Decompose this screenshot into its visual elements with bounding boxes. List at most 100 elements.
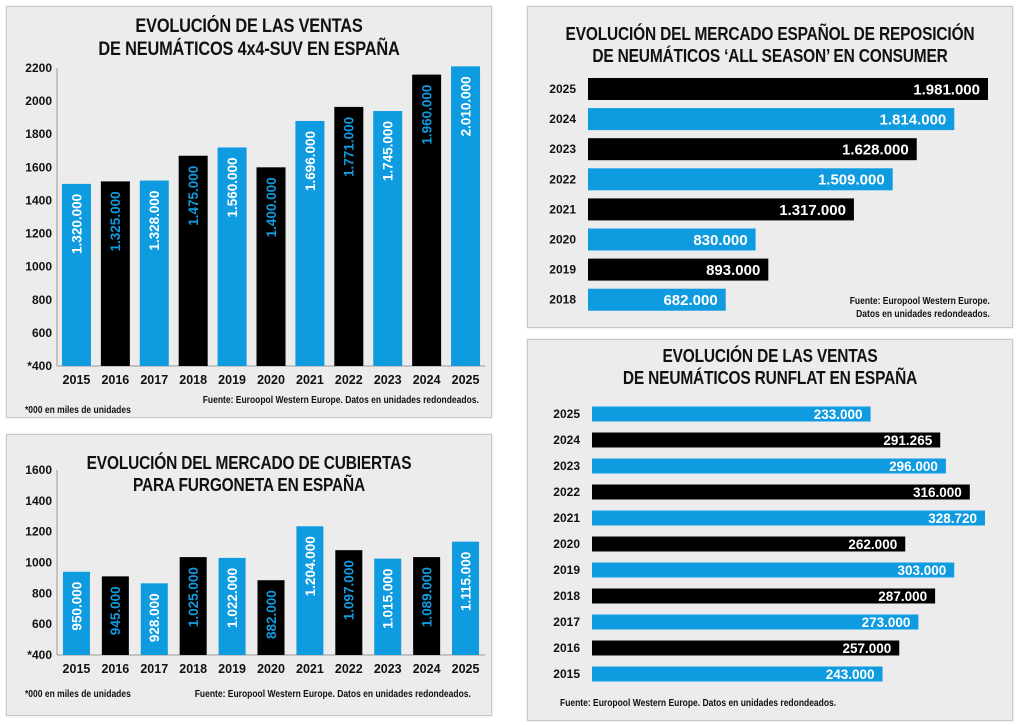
x-tick-label: 2024 (413, 662, 441, 676)
category-label: 2025 (549, 82, 576, 96)
bar (588, 138, 917, 161)
bar (588, 258, 769, 281)
x-tick-label: 2023 (374, 662, 402, 676)
bar-value-label: 950.000 (69, 582, 84, 631)
panel-runflat: EVOLUCIÓN DE LAS VENTAS DE NEUMÁTICOS RU… (527, 339, 1013, 721)
x-tick-label: 2016 (101, 373, 129, 387)
x-tick-label: 2021 (296, 373, 324, 387)
bar (218, 557, 246, 655)
category-label: 2018 (553, 589, 580, 603)
category-label: 2024 (549, 112, 576, 126)
y-tick-label: *400 (27, 648, 52, 662)
chart-all-season: 1.981.000 2025 1.814.000 2024 1.628.000 2023 1… (549, 78, 988, 311)
bar-value-label: 328.720 (928, 511, 977, 526)
title-line: EVOLUCIÓN DEL MERCADO DE CUBIERTAS (86, 453, 412, 473)
bar-value-label: 303.000 (897, 563, 946, 578)
bar-value-label: 1.745.000 (381, 121, 396, 181)
title-line: EVOLUCIÓN DE LAS VENTAS (135, 16, 363, 37)
bar (412, 74, 442, 366)
footnote: *000 en miles de unidades (25, 689, 131, 700)
chart-title-runflat: EVOLUCIÓN DE LAS VENTAS DE NEUMÁTICOS RU… (562, 346, 978, 389)
title-line: DE NEUMÁTICOS RUNFLAT EN ESPAÑA (622, 367, 918, 388)
bar (592, 432, 941, 448)
bar-value-label: 1.560.000 (225, 157, 240, 217)
category-label: 2016 (553, 641, 580, 655)
bar (592, 510, 985, 526)
bar (588, 198, 854, 221)
bar (592, 406, 871, 422)
bar-value-label: 1.317.000 (779, 202, 846, 219)
bar (178, 155, 208, 366)
bar-value-label: 1.089.000 (419, 567, 434, 627)
category-label: 2020 (549, 233, 576, 247)
y-tick-label: 600 (32, 617, 52, 631)
category-label: 2025 (553, 407, 580, 421)
category-label: 2022 (549, 172, 576, 186)
footnote: *000 en miles de unidades (25, 405, 131, 416)
category-label: 2018 (549, 293, 576, 307)
y-tick-label: *400 (27, 359, 52, 373)
category-label: 2019 (553, 563, 580, 577)
x-tick-label: 2022 (335, 662, 363, 676)
bar-value-label: 1.509.000 (818, 172, 885, 189)
source-note: Fuente: Europool Western Europe. Datos e… (194, 689, 471, 700)
y-tick-label: 800 (32, 293, 52, 307)
panel-suv-sales: EVOLUCIÓN DE LAS VENTAS DE NEUMÁTICOS 4x… (6, 6, 492, 418)
bar-value-label: 1.325.000 (108, 191, 123, 251)
bar-value-label: 1.981.000 (913, 81, 980, 98)
x-tick-label: 2022 (335, 373, 363, 387)
category-label: 2023 (549, 142, 576, 156)
bar-value-label: 2.010.000 (458, 76, 473, 136)
bar-value-label: 1.022.000 (225, 568, 240, 628)
bar-value-label: 233.000 (814, 407, 863, 422)
bar (179, 557, 207, 655)
bar (374, 558, 402, 655)
bar (62, 571, 90, 655)
y-tick-label: 600 (32, 326, 52, 340)
y-tick-label: 1400 (25, 494, 52, 508)
bar (373, 111, 403, 367)
bar-value-label: 273.000 (862, 615, 911, 630)
bar (334, 106, 364, 367)
bar-value-label: 928.000 (147, 593, 162, 642)
bar (592, 640, 900, 656)
x-tick-label: 2020 (257, 373, 285, 387)
bar (588, 228, 756, 251)
bar (451, 66, 481, 366)
bar (335, 550, 363, 655)
y-tick-label: 1800 (25, 127, 52, 141)
bar (140, 583, 168, 655)
bar (588, 78, 988, 100)
x-tick-label: 2019 (218, 662, 246, 676)
y-tick-label: 1200 (25, 227, 52, 241)
bar (592, 588, 936, 604)
x-tick-label: 2025 (452, 373, 480, 387)
bar-value-label: 830.000 (693, 232, 747, 249)
x-tick-label: 2016 (101, 662, 129, 676)
x-tick-label: 2015 (63, 373, 91, 387)
chart-suv: *400 600 800 1000 1200 1400 1600 1800 2000 2200 1.… (25, 61, 485, 387)
x-tick-label: 2021 (296, 662, 324, 676)
x-tick-label: 2018 (179, 373, 207, 387)
category-label: 2023 (553, 459, 580, 473)
category-label: 2019 (549, 263, 576, 277)
category-label: 2024 (553, 433, 580, 447)
category-label: 2020 (553, 537, 580, 551)
bar-value-label: 262.000 (848, 537, 897, 552)
x-tick-label: 2024 (413, 373, 441, 387)
bar-value-label: 296.000 (889, 459, 938, 474)
title-line: EVOLUCIÓN DE LAS VENTAS (662, 346, 878, 366)
bar-value-label: 945.000 (108, 586, 123, 635)
bar (295, 120, 325, 366)
y-tick-label: 1600 (25, 463, 52, 477)
title-line: EVOLUCIÓN DEL MERCADO ESPAÑOL DE REPOSIC… (565, 24, 975, 44)
source-note: Fuente: Europool Western Europe. Datos e… (850, 295, 990, 321)
bar (592, 666, 883, 682)
chart-title-all-season: EVOLUCIÓN DEL MERCADO ESPAÑOL DE REPOSIC… (562, 24, 978, 67)
category-label: 2021 (553, 511, 580, 525)
y-tick-label: 1000 (25, 556, 52, 570)
bar-value-label: 257.000 (842, 641, 891, 656)
bar (592, 484, 970, 500)
y-tick-label: 1000 (25, 260, 52, 274)
x-tick-label: 2017 (140, 662, 168, 676)
